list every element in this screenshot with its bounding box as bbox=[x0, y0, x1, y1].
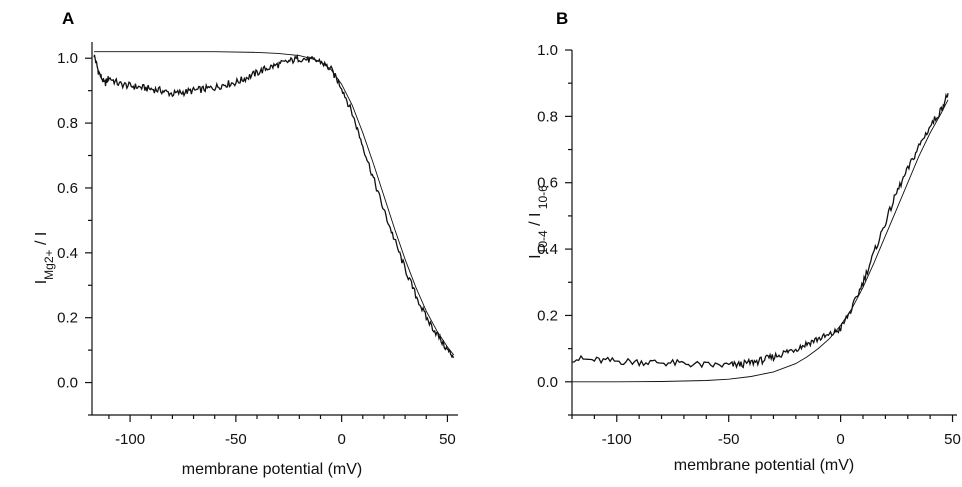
panel-a-y-tick-label: 0.0 bbox=[57, 375, 78, 392]
panel-a-x-tick-label: -50 bbox=[225, 431, 247, 448]
panel-b-y-tick-label: 0.6 bbox=[537, 175, 558, 192]
panel-a-y-tick-label: 0.4 bbox=[57, 245, 78, 262]
panel-b-ylabel-tail: / I bbox=[527, 213, 544, 231]
panel-b-x-tick-label: 50 bbox=[944, 431, 961, 448]
panel-a-ylabel-main: I bbox=[33, 280, 50, 284]
panel-b-x-axis-label: membrane potential (mV) bbox=[674, 457, 855, 474]
panel-letter-a: A bbox=[62, 9, 74, 28]
panel-b-y-tick-label: 0.8 bbox=[537, 108, 558, 125]
panel-b-y-tick-label: 0.4 bbox=[537, 241, 558, 258]
panel-b-y-tick-label: 0.0 bbox=[537, 374, 558, 391]
panel-a-x-axis-label: membrane potential (mV) bbox=[182, 461, 363, 478]
panel-b-x-tick-label: -50 bbox=[718, 431, 740, 448]
panel-a-x-tick-label: -100 bbox=[115, 431, 145, 448]
panel-a-fit-curve bbox=[94, 51, 455, 356]
panel-a-ylabel-sub: Mg2+ bbox=[42, 249, 56, 279]
panel-a-y-tick-label: 0.8 bbox=[57, 115, 78, 132]
panel-a-x-tick-label: 50 bbox=[439, 431, 456, 448]
panel-b-y-tick-label: 1.0 bbox=[537, 42, 558, 59]
panel-b-ylabel-main: I bbox=[527, 254, 544, 258]
panel-b-axes: -100 -50 0 50 0.0 0.2 0.4 0.6 0.8 1.0 bbox=[537, 42, 961, 448]
panel-a-y-axis-label: IMg2+ / I bbox=[33, 232, 56, 285]
panel-letter-b: B bbox=[556, 9, 568, 28]
panel-b-measured-trace bbox=[571, 92, 949, 370]
panel-a-x-tick-label: 0 bbox=[337, 431, 345, 448]
panel-a-measured-trace bbox=[93, 53, 455, 359]
panel-a-y-tick-label: 1.0 bbox=[57, 50, 78, 67]
panel-b-x-tick-label: -100 bbox=[602, 431, 632, 448]
panel-a-ylabel-tail: / I bbox=[33, 232, 50, 250]
panel-b-y-axis-label: I10-4 / I 10-6 bbox=[527, 185, 550, 259]
panel-a-axes: -100 -50 0 50 0.0 0.2 0.4 0.6 0.8 1.0 bbox=[57, 42, 458, 448]
panel-b-fit-curve bbox=[572, 99, 949, 383]
panel-a-y-tick-label: 0.2 bbox=[57, 310, 78, 327]
panel-b-y-tick-label: 0.2 bbox=[537, 307, 558, 324]
panel-b: B -100 -50 0 50 0.0 0.2 0.4 0.6 0.8 1.0 membrane … bbox=[527, 9, 961, 474]
panel-b-ylabel-sub: 10-4 bbox=[536, 230, 550, 254]
panel-a-y-tick-label: 0.6 bbox=[57, 180, 78, 197]
panel-a: A -100 -50 0 50 0.0 0.2 0.4 0.6 0.8 1.0 membrane … bbox=[33, 9, 458, 478]
panel-b-x-tick-label: 0 bbox=[836, 431, 844, 448]
panel-b-ylabel-sub2: 10-6 bbox=[536, 185, 550, 213]
